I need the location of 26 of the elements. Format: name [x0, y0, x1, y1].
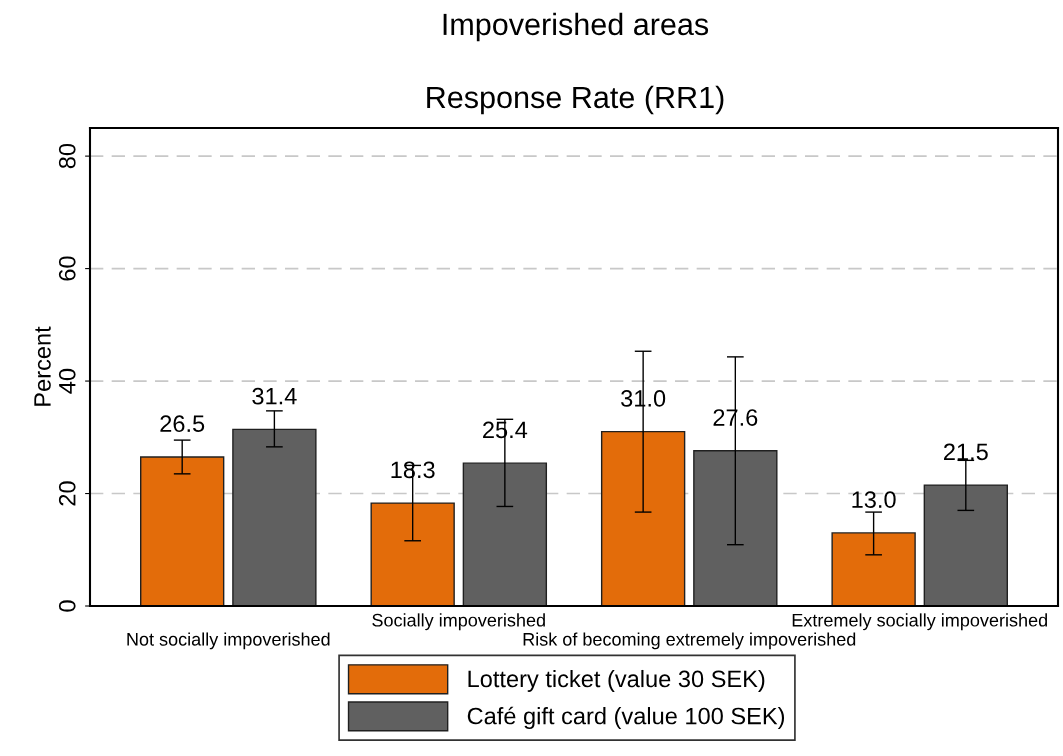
x-tick-label: Risk of becoming extremely impoverished [523, 632, 856, 650]
bar [370, 502, 455, 606]
chart-title: Impoverished areas [443, 12, 709, 42]
y-tick-label: 40 [58, 368, 76, 394]
x-tick-label: Not socially impoverished [127, 632, 330, 650]
bar [232, 428, 317, 606]
bar [462, 462, 548, 606]
bar [600, 430, 686, 606]
x-tick-label: Socially impoverished [372, 613, 545, 631]
y-tick-label: 0 [58, 600, 76, 612]
bar [831, 532, 916, 606]
data-label: 21.5 [944, 443, 988, 461]
data-label: 31.4 [252, 387, 297, 405]
data-label: 26.5 [160, 415, 205, 433]
y-tick-label: 20 [58, 481, 76, 506]
bar [693, 450, 778, 606]
legend-label: Lottery ticket (value 30 SEK) [468, 669, 765, 692]
x-tick-label: Extremely socially impoverished [792, 613, 1047, 631]
data-label: 13.0 [852, 491, 896, 508]
legend-label: Café gift card (value 100 SEK) [467, 706, 785, 730]
chart-subtitle: Response Rate (RR1) [427, 85, 724, 115]
y-axis-title: Percent [34, 326, 51, 406]
bar [140, 456, 225, 606]
bar [923, 484, 1008, 606]
y-tick-label: 60 [58, 256, 76, 281]
y-tick-label: 80 [58, 143, 76, 169]
